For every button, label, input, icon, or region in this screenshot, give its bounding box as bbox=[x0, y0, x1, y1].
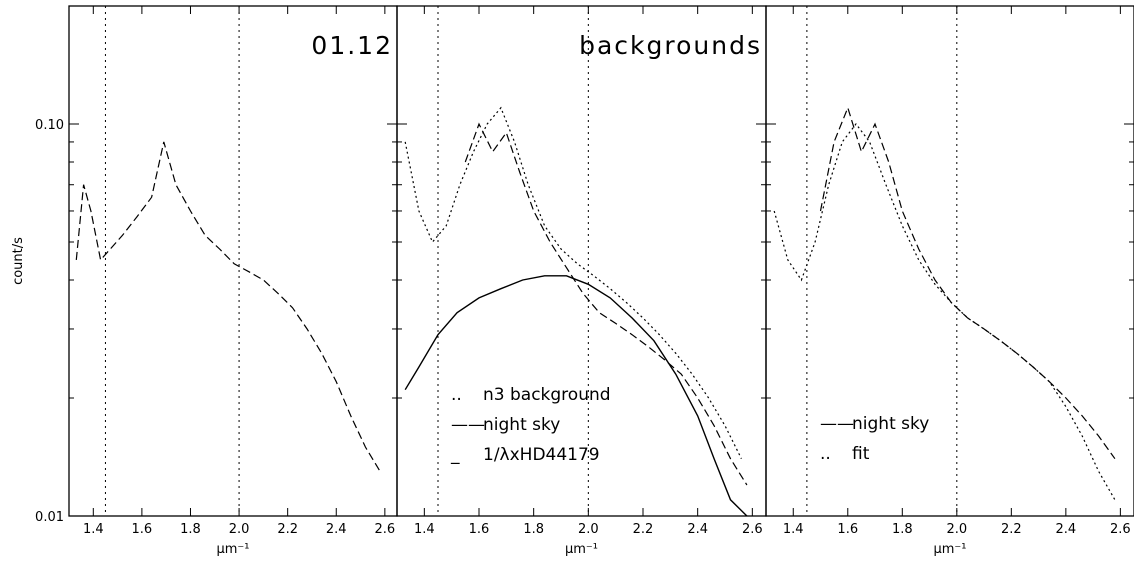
x-tick-label: 2.0 bbox=[578, 522, 599, 537]
x-tick-label: 1.8 bbox=[523, 522, 544, 537]
x-tick-label: 2.6 bbox=[742, 522, 763, 537]
series-line-fit bbox=[773, 123, 1116, 501]
x-tick-label: 1.4 bbox=[414, 522, 435, 537]
y-tick-label: 0.01 bbox=[35, 510, 64, 525]
legend-label: n3 background bbox=[483, 385, 611, 405]
plot-frame bbox=[396, 5, 767, 517]
legend-symbol: —— bbox=[820, 414, 854, 434]
series-line-n3-background bbox=[404, 106, 742, 459]
x-tick-label: 2.2 bbox=[633, 522, 654, 537]
x-tick-label: 1.6 bbox=[132, 522, 153, 537]
x-tick-label: 1.6 bbox=[837, 522, 858, 537]
x-axis-label: µm⁻¹ bbox=[565, 542, 598, 557]
x-axis-label: µm⁻¹ bbox=[933, 542, 966, 557]
panel-right: 1.4 1.6 1.8 2.0 2.2 2.4 2.6 µm⁻¹ ——night sky.. fi… bbox=[765, 5, 1134, 557]
x-tick-label: 2.2 bbox=[277, 522, 298, 537]
legend-label: fit bbox=[852, 444, 870, 464]
y-axis-label: count/s bbox=[11, 237, 26, 285]
series-line-0 bbox=[75, 141, 381, 472]
panel-middle: 1.4 1.6 1.8 2.0 2.2 2.4 2.6 µm⁻¹ backgrounds.. n3… bbox=[396, 5, 767, 557]
legend-symbol: _ bbox=[450, 445, 460, 465]
x-tick-label: 1.4 bbox=[83, 522, 104, 537]
x-tick-label: 2.6 bbox=[1110, 522, 1131, 537]
series-line-night-sky bbox=[819, 106, 1116, 460]
panel-title: backgrounds bbox=[579, 31, 762, 60]
y-tick-label: 0.10 bbox=[35, 118, 64, 133]
x-tick-label: 2.2 bbox=[1001, 522, 1022, 537]
plot-frame bbox=[68, 5, 398, 517]
x-tick-label: 1.8 bbox=[180, 522, 201, 537]
x-tick-label: 1.6 bbox=[469, 522, 490, 537]
x-tick-label: 2.0 bbox=[229, 522, 250, 537]
x-tick-label: 1.8 bbox=[892, 522, 913, 537]
x-axis-label: µm⁻¹ bbox=[216, 542, 249, 557]
x-tick-label: 2.4 bbox=[1056, 522, 1077, 537]
legend-symbol: .. bbox=[820, 444, 831, 464]
x-tick-label: 2.6 bbox=[375, 522, 396, 537]
x-tick-label: 1.4 bbox=[783, 522, 804, 537]
x-tick-label: 2.4 bbox=[326, 522, 347, 537]
x-tick-label: 2.0 bbox=[946, 522, 967, 537]
legend-label: 1/λxHD44179 bbox=[483, 445, 600, 465]
legend-label: night sky bbox=[852, 414, 929, 434]
x-tick-label: 2.4 bbox=[687, 522, 708, 537]
panel-left: 1.4 1.6 1.8 2.0 2.2 2.4 2.6 µm⁻¹ 0.10 0.01 count/s… bbox=[11, 5, 398, 557]
panels: 1.4 1.6 1.8 2.0 2.2 2.4 2.6 µm⁻¹ 0.10 0.01 count/s… bbox=[11, 5, 1134, 557]
series-line-1-xhd44179 bbox=[404, 275, 748, 517]
plot-frame bbox=[765, 5, 1134, 517]
legend-symbol: .. bbox=[451, 385, 462, 405]
legend-symbol: —— bbox=[451, 415, 485, 435]
legend-label: night sky bbox=[483, 415, 560, 435]
panel-title: 01.12 bbox=[311, 31, 393, 60]
